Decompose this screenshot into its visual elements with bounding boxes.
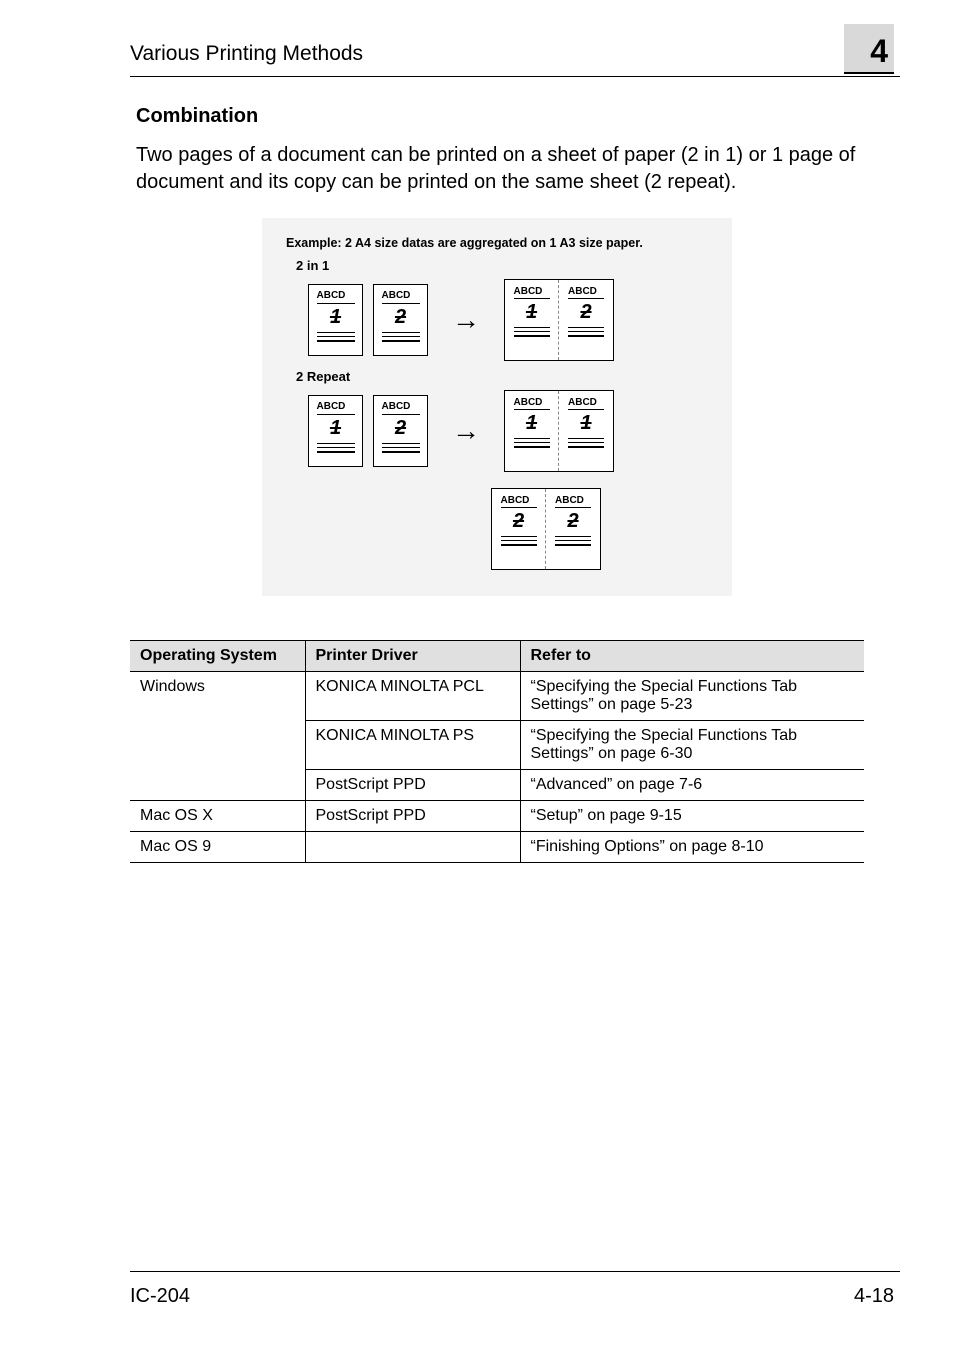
page-footer: IC-204 4-18	[130, 1285, 894, 1308]
table-header-row: Operating System Printer Driver Refer to	[130, 641, 864, 672]
table-row: KONICA MINOLTA PS “Specifying the Specia…	[130, 721, 864, 770]
sheet-half-lines	[555, 533, 591, 549]
sheet-half-num: 1	[526, 302, 537, 322]
td-driver: KONICA MINOLTA PS	[305, 721, 520, 770]
mini-num: 2	[395, 307, 406, 327]
figure-row-2repeat-extra: ABCD 2 ABCD 2	[491, 488, 708, 570]
mini-label: ABCD	[317, 401, 355, 415]
sheet-half-num: 1	[580, 413, 591, 433]
mini-label: ABCD	[382, 290, 420, 304]
td-ref: “Specifying the Special Functions Tab Se…	[520, 721, 864, 770]
mini-num: 1	[330, 307, 341, 327]
mini-page-1: ABCD 1	[308, 395, 363, 467]
sheet-half-num: 1	[526, 413, 537, 433]
sheet-half-label: ABCD	[555, 495, 591, 508]
figure-caption: Example: 2 A4 size datas are aggregated …	[286, 236, 708, 250]
sheet-half-num: 2	[513, 511, 524, 531]
table-row: Mac OS X PostScript PPD “Setup” on page …	[130, 801, 864, 832]
result-sheet-2in1: ABCD 1 ABCD 2	[504, 279, 614, 361]
table-row: PostScript PPD “Advanced” on page 7-6	[130, 770, 864, 801]
combination-figure: Example: 2 A4 size datas are aggregated …	[262, 218, 732, 596]
td-ref: “Finishing Options” on page 8-10	[520, 832, 864, 863]
body-paragraph: Two pages of a document can be printed o…	[136, 142, 856, 196]
td-driver: KONICA MINOLTA PCL	[305, 672, 520, 721]
footer-left: IC-204	[130, 1285, 190, 1308]
mini-page-1: ABCD 1	[308, 284, 363, 356]
th-printer-driver: Printer Driver	[305, 641, 520, 672]
td-driver: PostScript PPD	[305, 770, 520, 801]
mini-lines	[382, 329, 420, 345]
driver-reference-table: Operating System Printer Driver Refer to…	[130, 640, 864, 863]
td-driver	[305, 832, 520, 863]
figure-group2-label: 2 Repeat	[296, 369, 708, 384]
figure-row-2in1: ABCD 1 ABCD 2 → ABCD 1 ABCD 2	[308, 279, 708, 361]
td-ref: “Specifying the Special Functions Tab Se…	[520, 672, 864, 721]
arrow-icon: →	[452, 304, 480, 336]
mini-lines	[382, 440, 420, 456]
td-os: Mac OS 9	[130, 832, 305, 863]
mini-label: ABCD	[317, 290, 355, 304]
sheet-half-label: ABCD	[514, 286, 550, 299]
mini-num: 2	[395, 418, 406, 438]
mini-label: ABCD	[382, 401, 420, 415]
td-os	[130, 721, 305, 770]
table-row: Mac OS 9 “Finishing Options” on page 8-1…	[130, 832, 864, 863]
sheet-half-label: ABCD	[514, 397, 550, 410]
figure-row-2repeat: ABCD 1 ABCD 2 → ABCD 1 ABCD 1	[308, 390, 708, 472]
sheet-half-lines	[514, 324, 550, 340]
footer-right: 4-18	[854, 1285, 894, 1308]
td-driver: PostScript PPD	[305, 801, 520, 832]
th-refer-to: Refer to	[520, 641, 864, 672]
th-operating-system: Operating System	[130, 641, 305, 672]
td-os	[130, 770, 305, 801]
result-sheet-2repeat-b: ABCD 2 ABCD 2	[491, 488, 601, 570]
chapter-number-badge: 4	[844, 24, 894, 74]
sheet-half-label: ABCD	[568, 397, 604, 410]
section-running-head: Various Printing Methods	[130, 42, 363, 66]
sheet-half-num: 2	[580, 302, 591, 322]
sheet-half-lines	[568, 324, 604, 340]
sheet-half-lines	[568, 435, 604, 451]
mini-lines	[317, 329, 355, 345]
mini-page-2: ABCD 2	[373, 284, 428, 356]
td-os: Windows	[130, 672, 305, 721]
td-os: Mac OS X	[130, 801, 305, 832]
arrow-icon: →	[452, 415, 480, 447]
sheet-half-lines	[514, 435, 550, 451]
sheet-half-label: ABCD	[568, 286, 604, 299]
mini-page-2: ABCD 2	[373, 395, 428, 467]
sheet-half-label: ABCD	[501, 495, 537, 508]
sheet-half-lines	[501, 533, 537, 549]
result-sheet-2repeat-a: ABCD 1 ABCD 1	[504, 390, 614, 472]
mini-lines	[317, 440, 355, 456]
table-row: Windows KONICA MINOLTA PCL “Specifying t…	[130, 672, 864, 721]
td-ref: “Setup” on page 9-15	[520, 801, 864, 832]
mini-num: 1	[330, 418, 341, 438]
footer-rule	[130, 1271, 900, 1272]
sheet-half-num: 2	[567, 511, 578, 531]
td-ref: “Advanced” on page 7-6	[520, 770, 864, 801]
header-rule	[130, 76, 900, 77]
figure-group1-label: 2 in 1	[296, 258, 708, 273]
subsection-heading: Combination	[136, 105, 864, 128]
